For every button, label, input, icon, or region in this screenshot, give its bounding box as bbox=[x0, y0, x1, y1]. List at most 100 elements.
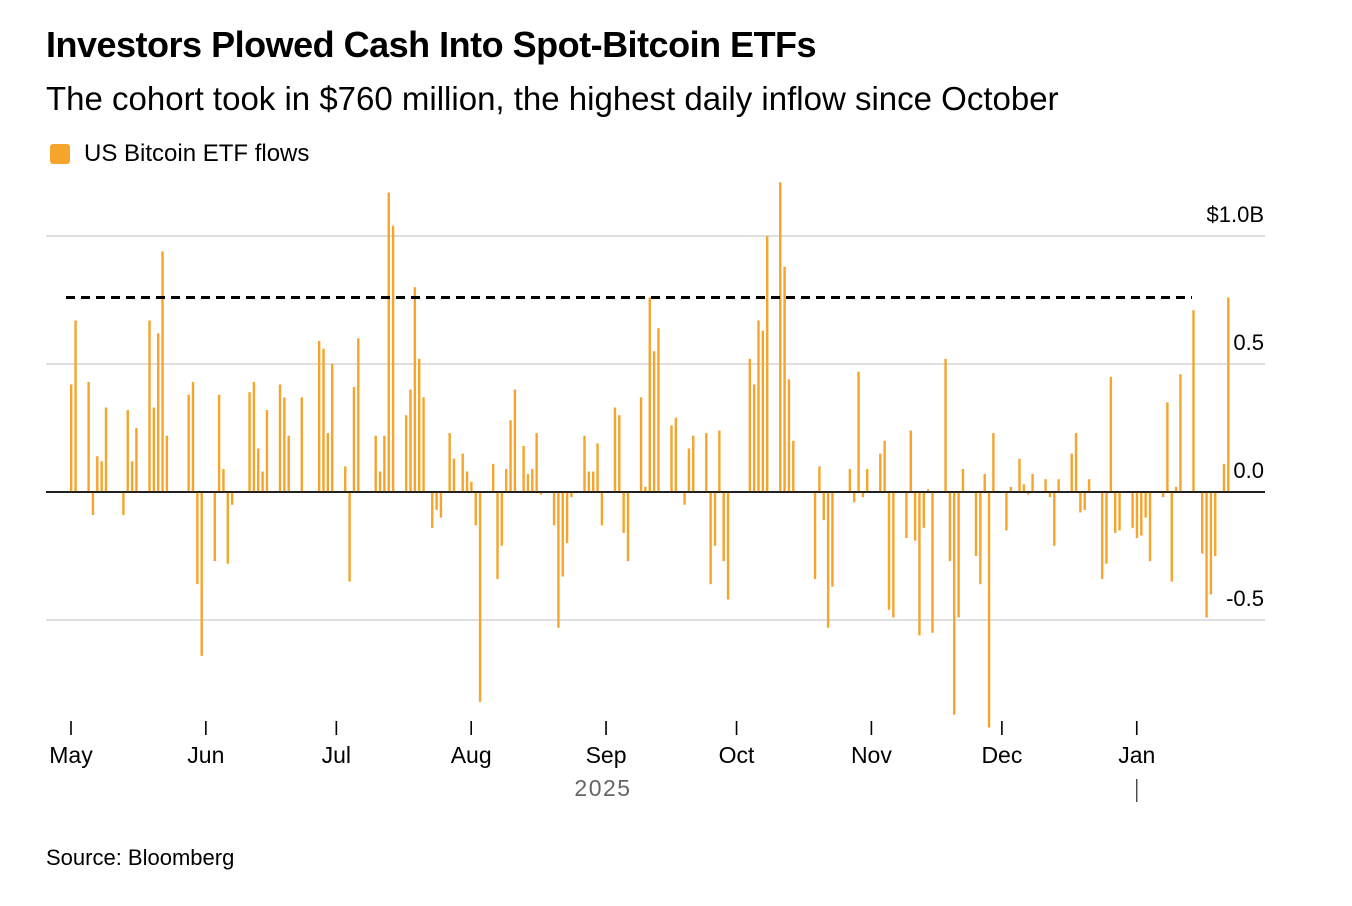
bar bbox=[1161, 492, 1165, 498]
bar bbox=[570, 492, 573, 498]
bar bbox=[1209, 492, 1213, 595]
bar bbox=[909, 430, 912, 492]
bar bbox=[148, 320, 151, 492]
bar bbox=[1222, 463, 1226, 492]
bar bbox=[1174, 486, 1178, 492]
x-tick-label: Jun bbox=[187, 742, 224, 768]
bar bbox=[979, 492, 982, 585]
bar bbox=[718, 430, 721, 492]
bar bbox=[1118, 492, 1121, 531]
bar bbox=[1022, 484, 1026, 492]
bar bbox=[391, 225, 395, 492]
bar bbox=[1214, 492, 1217, 556]
bar bbox=[300, 397, 303, 492]
bar bbox=[783, 266, 786, 492]
bar bbox=[639, 397, 643, 492]
bar bbox=[374, 435, 377, 492]
x-tick-label: Aug bbox=[451, 742, 492, 768]
bar bbox=[322, 348, 325, 492]
bar bbox=[87, 381, 90, 492]
bar bbox=[452, 458, 456, 492]
bar bbox=[126, 410, 129, 492]
legend-label: US Bitcoin ETF flows bbox=[84, 140, 310, 167]
bar bbox=[448, 433, 451, 492]
bar bbox=[974, 492, 978, 556]
bar bbox=[1179, 374, 1182, 492]
y-tick-label: $1.0B bbox=[1207, 202, 1265, 227]
bar bbox=[1083, 492, 1086, 510]
bar bbox=[552, 492, 556, 526]
bar bbox=[257, 448, 260, 492]
bar bbox=[352, 387, 356, 492]
bar bbox=[191, 381, 195, 492]
year-label: 2025 bbox=[574, 775, 631, 801]
bar bbox=[435, 492, 438, 510]
bar bbox=[135, 428, 138, 492]
bar bbox=[157, 333, 160, 492]
bar bbox=[1205, 492, 1208, 618]
bar bbox=[726, 492, 730, 600]
bar bbox=[1148, 492, 1152, 562]
bar bbox=[74, 320, 77, 492]
bar bbox=[357, 338, 360, 492]
bar bbox=[948, 492, 952, 562]
bar bbox=[652, 351, 656, 492]
bar bbox=[600, 492, 604, 526]
bar bbox=[561, 492, 564, 577]
bar bbox=[1044, 479, 1047, 492]
bar bbox=[1114, 492, 1117, 533]
bar bbox=[474, 492, 477, 526]
bar bbox=[1170, 492, 1173, 582]
bar bbox=[748, 358, 751, 492]
bar bbox=[618, 415, 621, 492]
bar bbox=[326, 433, 330, 492]
bar bbox=[409, 389, 412, 492]
bar bbox=[1100, 492, 1104, 580]
bar bbox=[1201, 492, 1204, 554]
bar bbox=[592, 471, 595, 492]
bar bbox=[100, 461, 103, 492]
bar bbox=[1074, 433, 1078, 492]
x-tick-label: Dec bbox=[981, 742, 1022, 768]
bar bbox=[779, 182, 782, 493]
bar bbox=[152, 407, 156, 492]
bar bbox=[461, 453, 464, 492]
bar bbox=[96, 456, 99, 492]
bar bbox=[1135, 492, 1139, 539]
bar bbox=[905, 492, 908, 539]
bar bbox=[831, 492, 834, 587]
bar bbox=[1009, 486, 1012, 492]
bar bbox=[278, 384, 282, 492]
x-tick-label: Sep bbox=[586, 742, 627, 768]
bar bbox=[992, 433, 995, 492]
bar bbox=[91, 492, 95, 516]
bar bbox=[887, 492, 891, 610]
bar bbox=[1053, 492, 1056, 546]
bar bbox=[122, 492, 125, 516]
bar bbox=[1079, 492, 1082, 513]
bar bbox=[848, 468, 852, 492]
bar bbox=[431, 492, 434, 528]
bar bbox=[826, 492, 830, 628]
bar bbox=[705, 433, 708, 492]
bar bbox=[1018, 458, 1021, 492]
bar bbox=[509, 420, 512, 492]
bar bbox=[165, 435, 169, 492]
source-note: Source: Bloomberg bbox=[46, 845, 235, 870]
bar bbox=[539, 492, 543, 495]
bar bbox=[522, 445, 525, 492]
bar bbox=[1031, 474, 1034, 492]
bar bbox=[230, 492, 234, 505]
bar bbox=[513, 389, 517, 492]
bar bbox=[222, 468, 225, 492]
bar bbox=[787, 379, 791, 492]
bar bbox=[892, 492, 895, 618]
bar bbox=[953, 492, 956, 715]
legend-swatch bbox=[50, 144, 70, 164]
bar bbox=[1005, 492, 1008, 531]
bar bbox=[961, 468, 965, 492]
bar bbox=[265, 410, 269, 492]
bar bbox=[383, 435, 386, 492]
bar bbox=[413, 287, 417, 492]
